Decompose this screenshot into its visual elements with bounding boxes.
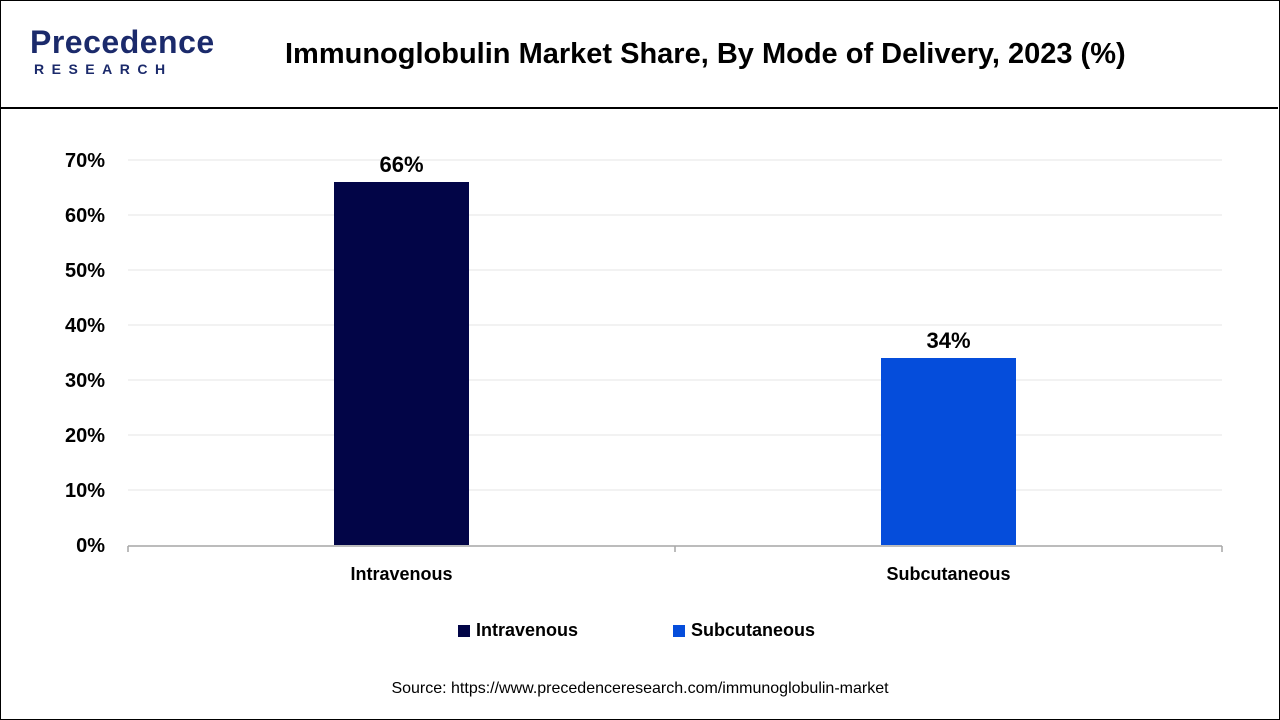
data-label-intravenous: 66% [379,152,423,177]
y-tick-label: 30% [65,370,105,392]
data-labels: 66% 34% [379,152,970,353]
legend-swatch-intravenous [458,624,470,637]
x-tick-label-subcutaneous: Subcutaneous [886,564,1010,584]
header: Precedence RESEARCH Immunoglobulin Marke… [0,0,1278,109]
y-tick-label: 0% [76,535,105,557]
logo-subtitle: RESEARCH [34,61,173,77]
chart-title: Immunoglobulin Market Share, By Mode of … [285,38,1126,70]
y-tick-label: 40% [65,315,105,337]
y-tick-label: 50% [65,260,105,282]
grid-lines [128,159,1222,491]
y-tick-label: 20% [65,425,105,447]
company-logo: Precedence RESEARCH [30,24,230,84]
y-tick-label: 70% [65,150,105,172]
y-tick-label: 10% [65,480,105,502]
source-note: Source: https://www.precedenceresearch.c… [391,680,889,697]
legend-label-subcutaneous: Subcutaneous [691,620,816,640]
y-tick-label: 60% [65,205,105,227]
x-axis [127,545,1223,552]
data-label-subcutaneous: 34% [926,328,970,353]
bar-intravenous [334,182,469,545]
legend-label-intravenous: Intravenous [476,620,579,640]
bars [334,182,1016,545]
legend-item-subcutaneous: Subcutaneous [673,620,815,641]
y-axis-ticks: 0% 10% 20% 30% 40% 50% 60% 70% [65,150,105,557]
legend-swatch-subcutaneous [673,624,685,637]
legend: Intravenous Subcutaneous [0,620,1280,644]
x-axis-ticks: Intravenous Subcutaneous [350,564,1010,584]
legend-item-intravenous: Intravenous [458,620,578,641]
bar-subcutaneous [881,358,1016,545]
x-tick-label-intravenous: Intravenous [350,564,452,584]
logo-name: Precedence [30,24,215,60]
